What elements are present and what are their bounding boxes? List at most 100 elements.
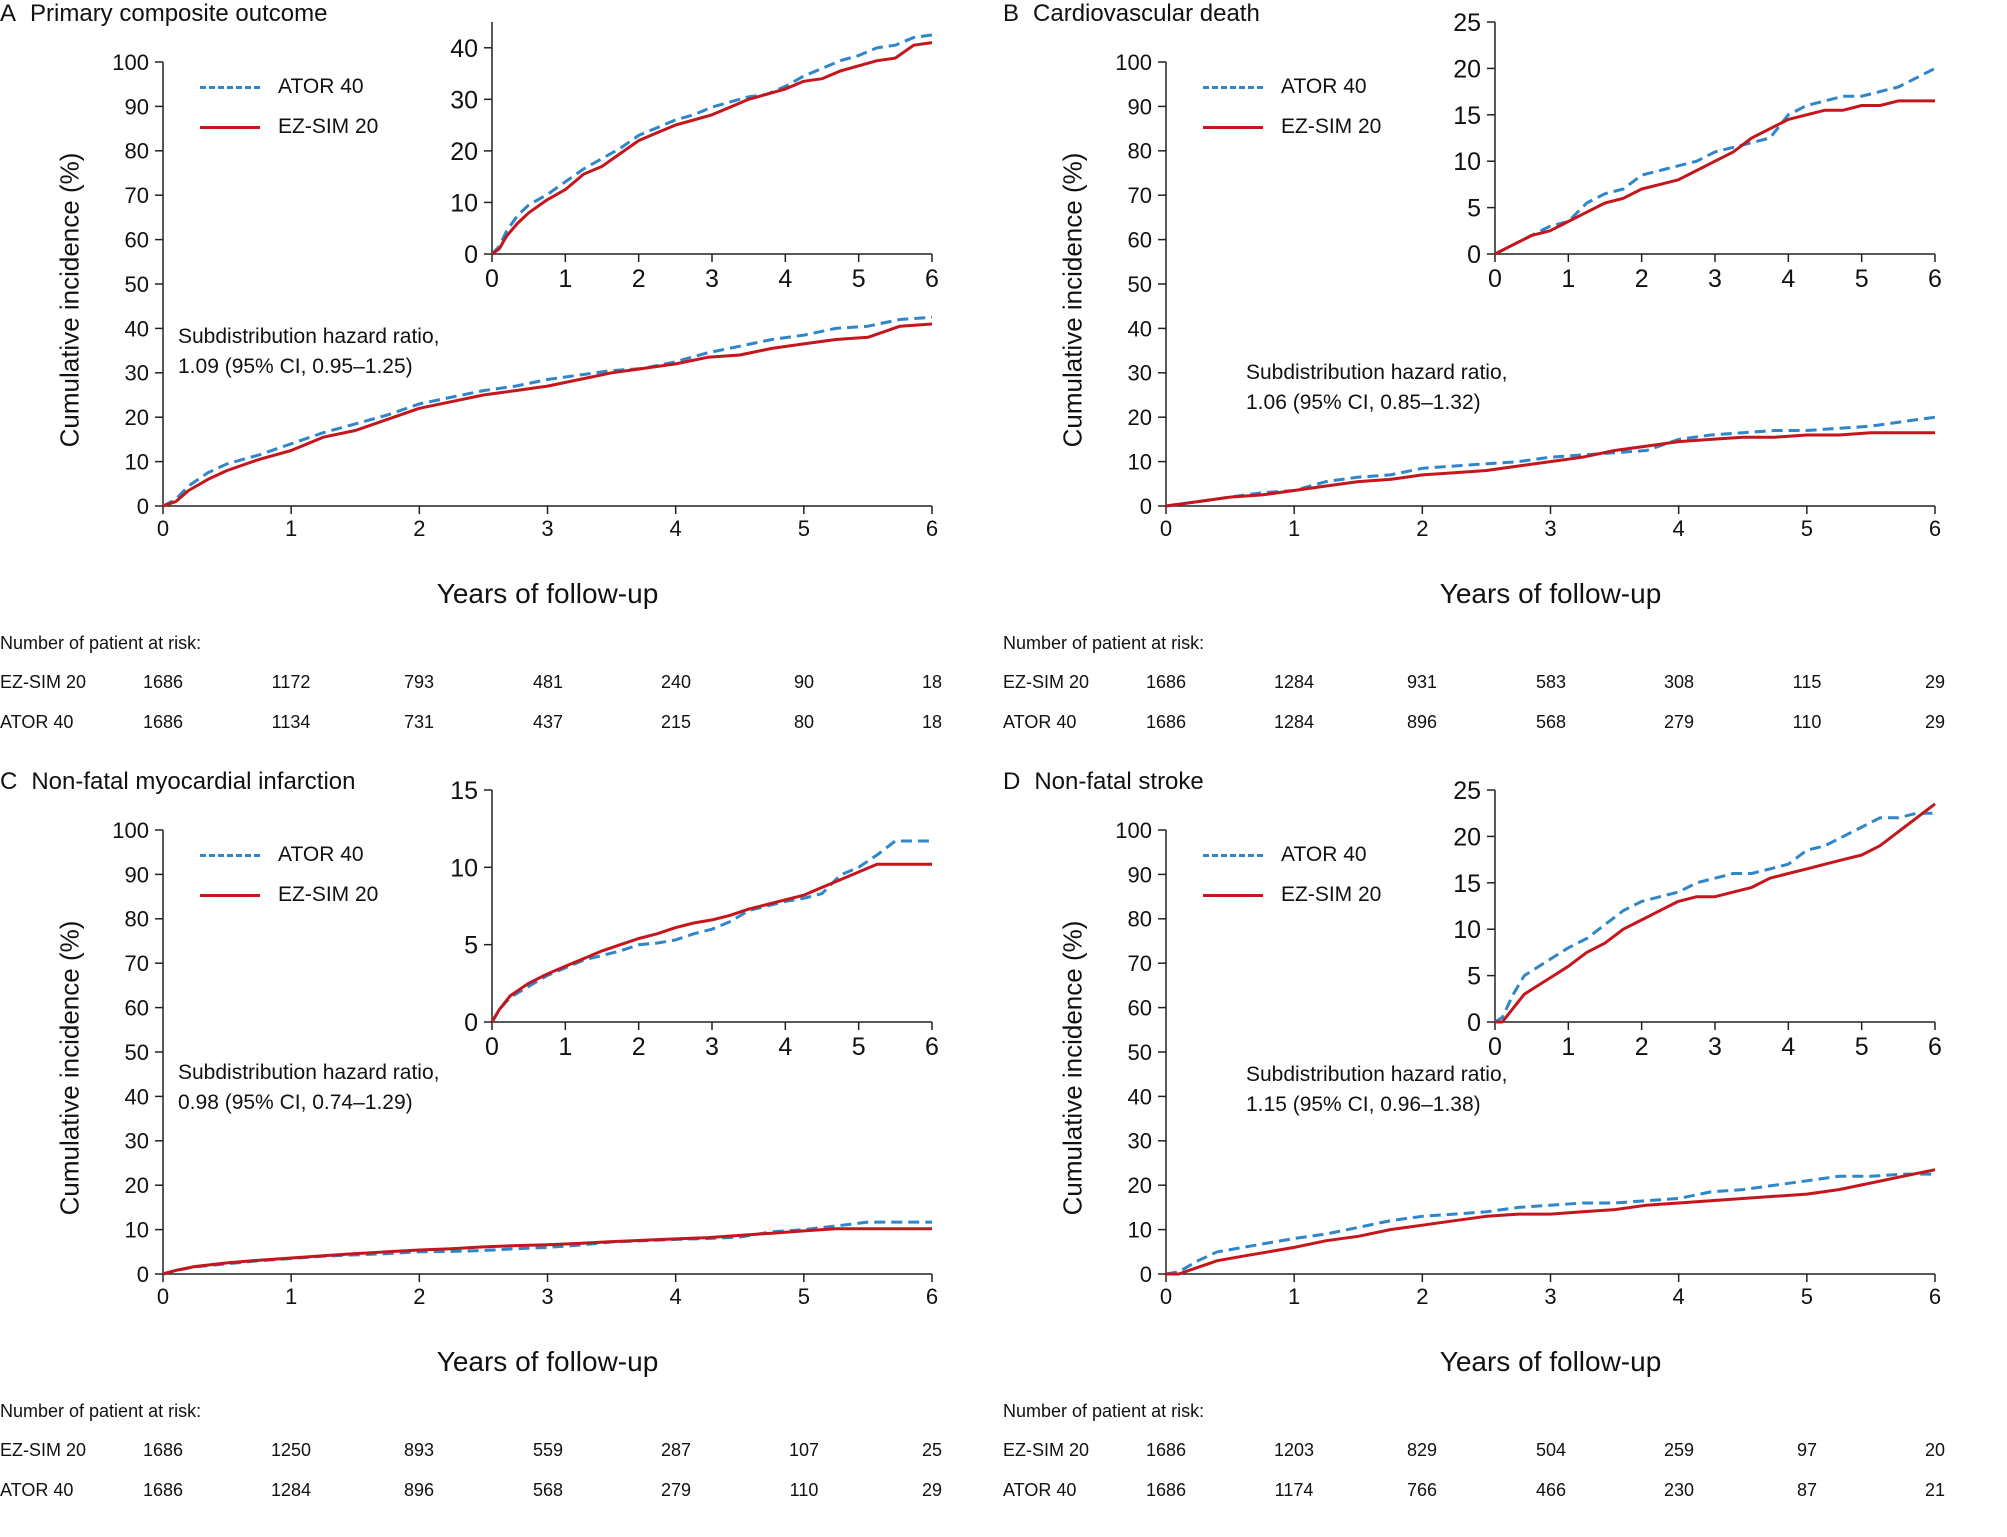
panel-letter: D	[1003, 768, 1021, 795]
risk-row-value: 18	[921, 712, 943, 732]
risk-table-row: EZ-SIM 20 1686 1250 893 559 287 107 25	[0, 1440, 1003, 1464]
risk-row-name: ATOR 40	[1003, 1480, 1077, 1500]
inset-axes: 0 5 10 15 20 25 0 1 2 3 4 5 6	[1453, 777, 1942, 1061]
risk-row-value: 1686	[142, 1480, 184, 1500]
risk-row-name: EZ-SIM 20	[0, 672, 87, 692]
panel-letter: C	[0, 768, 18, 795]
inset-x-tick-label: 0	[485, 1033, 499, 1061]
main-y-tick-label: 30	[125, 1129, 149, 1154]
risk-row-name: EZ-SIM 20	[1003, 672, 1090, 692]
main-x-tick-label: 0	[157, 516, 169, 541]
legend: ATOR 40 EZ-SIM 20	[200, 72, 378, 152]
main-x-tick-label: 3	[541, 1284, 553, 1309]
risk-table-row: ATOR 40 1686 1284 896 568 279 110 29	[1003, 712, 2006, 736]
inset-y-tick-label: 25	[1453, 777, 1481, 805]
main-x-tick-label: 4	[1673, 516, 1685, 541]
main-x-tick-label: 0	[1160, 516, 1172, 541]
inset-y-tick-label: 10	[1453, 916, 1481, 944]
main-y-tick-label: 50	[1128, 1040, 1152, 1065]
risk-row-value: 110	[1792, 712, 1822, 732]
main-y-tick-label: 70	[1128, 183, 1152, 208]
legend-label: EZ-SIM 20	[1281, 883, 1382, 906]
risk-row-value: 110	[789, 1480, 819, 1500]
main-y-tick-label: 10	[1128, 450, 1152, 475]
main-x-tick-label: 5	[798, 516, 810, 541]
risk-row-value: 97	[1796, 1440, 1818, 1460]
main-x-tick-label: 1	[285, 1284, 297, 1309]
inset-x-tick-label: 0	[485, 265, 499, 293]
main-y-tick-label: 30	[1128, 361, 1152, 386]
main-series-line-ator-40	[1165, 1172, 1935, 1276]
inset-x-tick-label: 2	[1635, 265, 1649, 293]
main-y-tick-label: 40	[1128, 1084, 1152, 1109]
inset-x-tick-label: 1	[558, 1033, 572, 1061]
inset-x-tick-label: 6	[925, 265, 939, 293]
main-y-tick-label: 90	[125, 94, 149, 119]
legend-solid-line-icon	[1203, 894, 1263, 897]
inset-x-tick-label: 4	[778, 265, 792, 293]
risk-row-value: 107	[788, 1440, 820, 1460]
hazard-ratio-line: 1.09 (95% CI, 0.95–1.25)	[178, 355, 413, 378]
inset-x-tick-label: 4	[1781, 1033, 1795, 1061]
main-y-tick-label: 90	[1128, 862, 1152, 887]
hazard-ratio-annotation: Subdistribution hazard ratio, 1.09 (95% C…	[178, 322, 440, 382]
risk-row-value: 896	[1406, 712, 1438, 732]
risk-row-value: 829	[1406, 1440, 1438, 1460]
risk-row-value: 87	[1796, 1480, 1818, 1500]
hazard-ratio-line: 1.15 (95% CI, 0.96–1.38)	[1246, 1093, 1481, 1116]
main-y-tick-label: 60	[1128, 228, 1152, 253]
inset-x-tick-label: 3	[1708, 265, 1722, 293]
main-x-tick-label: 2	[413, 1284, 425, 1309]
main-series-line-ez-sim-20	[1166, 1168, 1936, 1276]
main-y-tick-label: 100	[112, 50, 149, 75]
main-y-tick-label: 30	[125, 361, 149, 386]
legend-item: ATOR 40	[1203, 840, 1381, 870]
risk-row-value: 559	[532, 1440, 564, 1460]
main-y-tick-label: 20	[125, 1173, 149, 1198]
main-y-tick-label: 0	[1140, 494, 1152, 519]
risk-table-header: Number of patient at risk:	[1003, 633, 1205, 653]
risk-table-row: EZ-SIM 20 1686 1284 931 583 308 115 29	[1003, 672, 2006, 696]
inset-x-tick-label: 5	[852, 265, 866, 293]
risk-row-value: 931	[1406, 672, 1438, 692]
inset-y-tick-label: 20	[1453, 823, 1481, 851]
inset-x-tick-label: 0	[1488, 1033, 1502, 1061]
risk-row-value: 308	[1663, 672, 1695, 692]
risk-row-value: 437	[532, 712, 564, 732]
inset-x-tick-label: 1	[1561, 265, 1575, 293]
risk-row-value: 240	[660, 672, 692, 692]
main-y-tick-label: 80	[125, 907, 149, 932]
risk-row-value: 568	[1535, 712, 1567, 732]
main-y-tick-label: 100	[112, 818, 149, 843]
risk-table-row: ATOR 40 1686 1174 766 466 230 87 21	[1003, 1480, 2006, 1504]
inset-x-tick-label: 5	[852, 1033, 866, 1061]
inset-x-tick-label: 3	[705, 1033, 719, 1061]
risk-row-value: 896	[403, 1480, 435, 1500]
risk-row-value: 1686	[1145, 672, 1187, 692]
main-y-tick-label: 100	[1115, 50, 1152, 75]
risk-row-value: 731	[403, 712, 435, 732]
main-y-tick-label: 80	[1128, 139, 1152, 164]
chart-panel-d: D Non-fatal stroke Cumulative incidence (%…	[1003, 768, 2006, 1536]
main-y-tick-label: 50	[1128, 272, 1152, 297]
risk-row-value: 1172	[271, 672, 311, 692]
main-y-tick-label: 20	[125, 405, 149, 430]
risk-table-header: Number of patient at risk:	[0, 1401, 202, 1421]
panel-title: D Non-fatal stroke	[1003, 768, 1204, 796]
legend-item: ATOR 40	[200, 72, 378, 102]
risk-row-value: 18	[921, 672, 943, 692]
hazard-ratio-line: Subdistribution hazard ratio,	[1246, 361, 1508, 384]
main-x-tick-label: 3	[541, 516, 553, 541]
main-series-line-ez-sim-20	[162, 322, 933, 508]
x-axis-label: Years of follow-up	[436, 1346, 659, 1377]
inset-x-tick-label: 6	[1928, 1033, 1942, 1061]
main-y-tick-label: 70	[125, 183, 149, 208]
inset-x-tick-label: 5	[1855, 265, 1869, 293]
inset-y-tick-label: 0	[1467, 1009, 1481, 1037]
risk-row-value: 29	[921, 1480, 943, 1500]
risk-row-name: ATOR 40	[0, 1480, 74, 1500]
main-x-tick-label: 1	[285, 516, 297, 541]
